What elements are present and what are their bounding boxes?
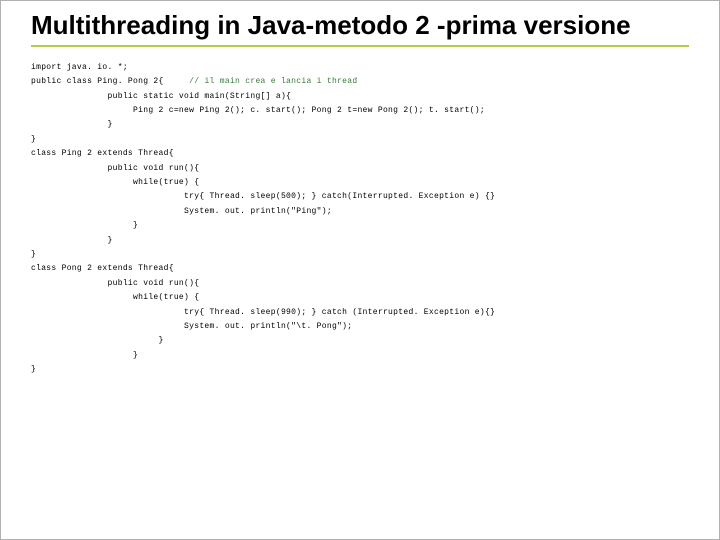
code-line: try{ Thread. sleep(500); } catch(Interru… bbox=[184, 192, 495, 201]
code-line: public class Ping. Pong 2{ bbox=[31, 77, 164, 86]
code-line: import java. io. *; bbox=[31, 63, 128, 72]
code-line: } bbox=[159, 336, 164, 345]
code-line: } bbox=[133, 221, 138, 230]
code-line: while(true) { bbox=[133, 293, 199, 302]
code-line: public void run(){ bbox=[108, 164, 200, 173]
code-line: System. out. println("Ping"); bbox=[184, 207, 332, 216]
code-line: } bbox=[31, 365, 36, 374]
code-block: import java. io. *; public class Ping. P… bbox=[31, 61, 689, 378]
title-underline bbox=[31, 45, 689, 47]
code-line: Ping 2 c=new Ping 2(); c. start(); Pong … bbox=[133, 106, 485, 115]
code-line: while(true) { bbox=[133, 178, 199, 187]
code-line: System. out. println("\t. Pong"); bbox=[184, 322, 352, 331]
code-line: } bbox=[108, 120, 113, 129]
code-line: class Pong 2 extends Thread{ bbox=[31, 264, 174, 273]
code-line: class Ping 2 extends Thread{ bbox=[31, 149, 174, 158]
code-line: public static void main(String[] a){ bbox=[108, 92, 292, 101]
code-line: public void run(){ bbox=[108, 279, 200, 288]
slide-title: Multithreading in Java-metodo 2 -prima v… bbox=[31, 11, 689, 41]
code-line: } bbox=[133, 351, 138, 360]
slide-container: Multithreading in Java-metodo 2 -prima v… bbox=[1, 1, 719, 397]
code-line: } bbox=[108, 236, 113, 245]
code-line: } bbox=[31, 250, 36, 259]
code-line: } bbox=[31, 135, 36, 144]
code-comment: // il main crea e lancia i thread bbox=[189, 77, 357, 86]
code-line: try{ Thread. sleep(990); } catch (Interr… bbox=[184, 308, 495, 317]
